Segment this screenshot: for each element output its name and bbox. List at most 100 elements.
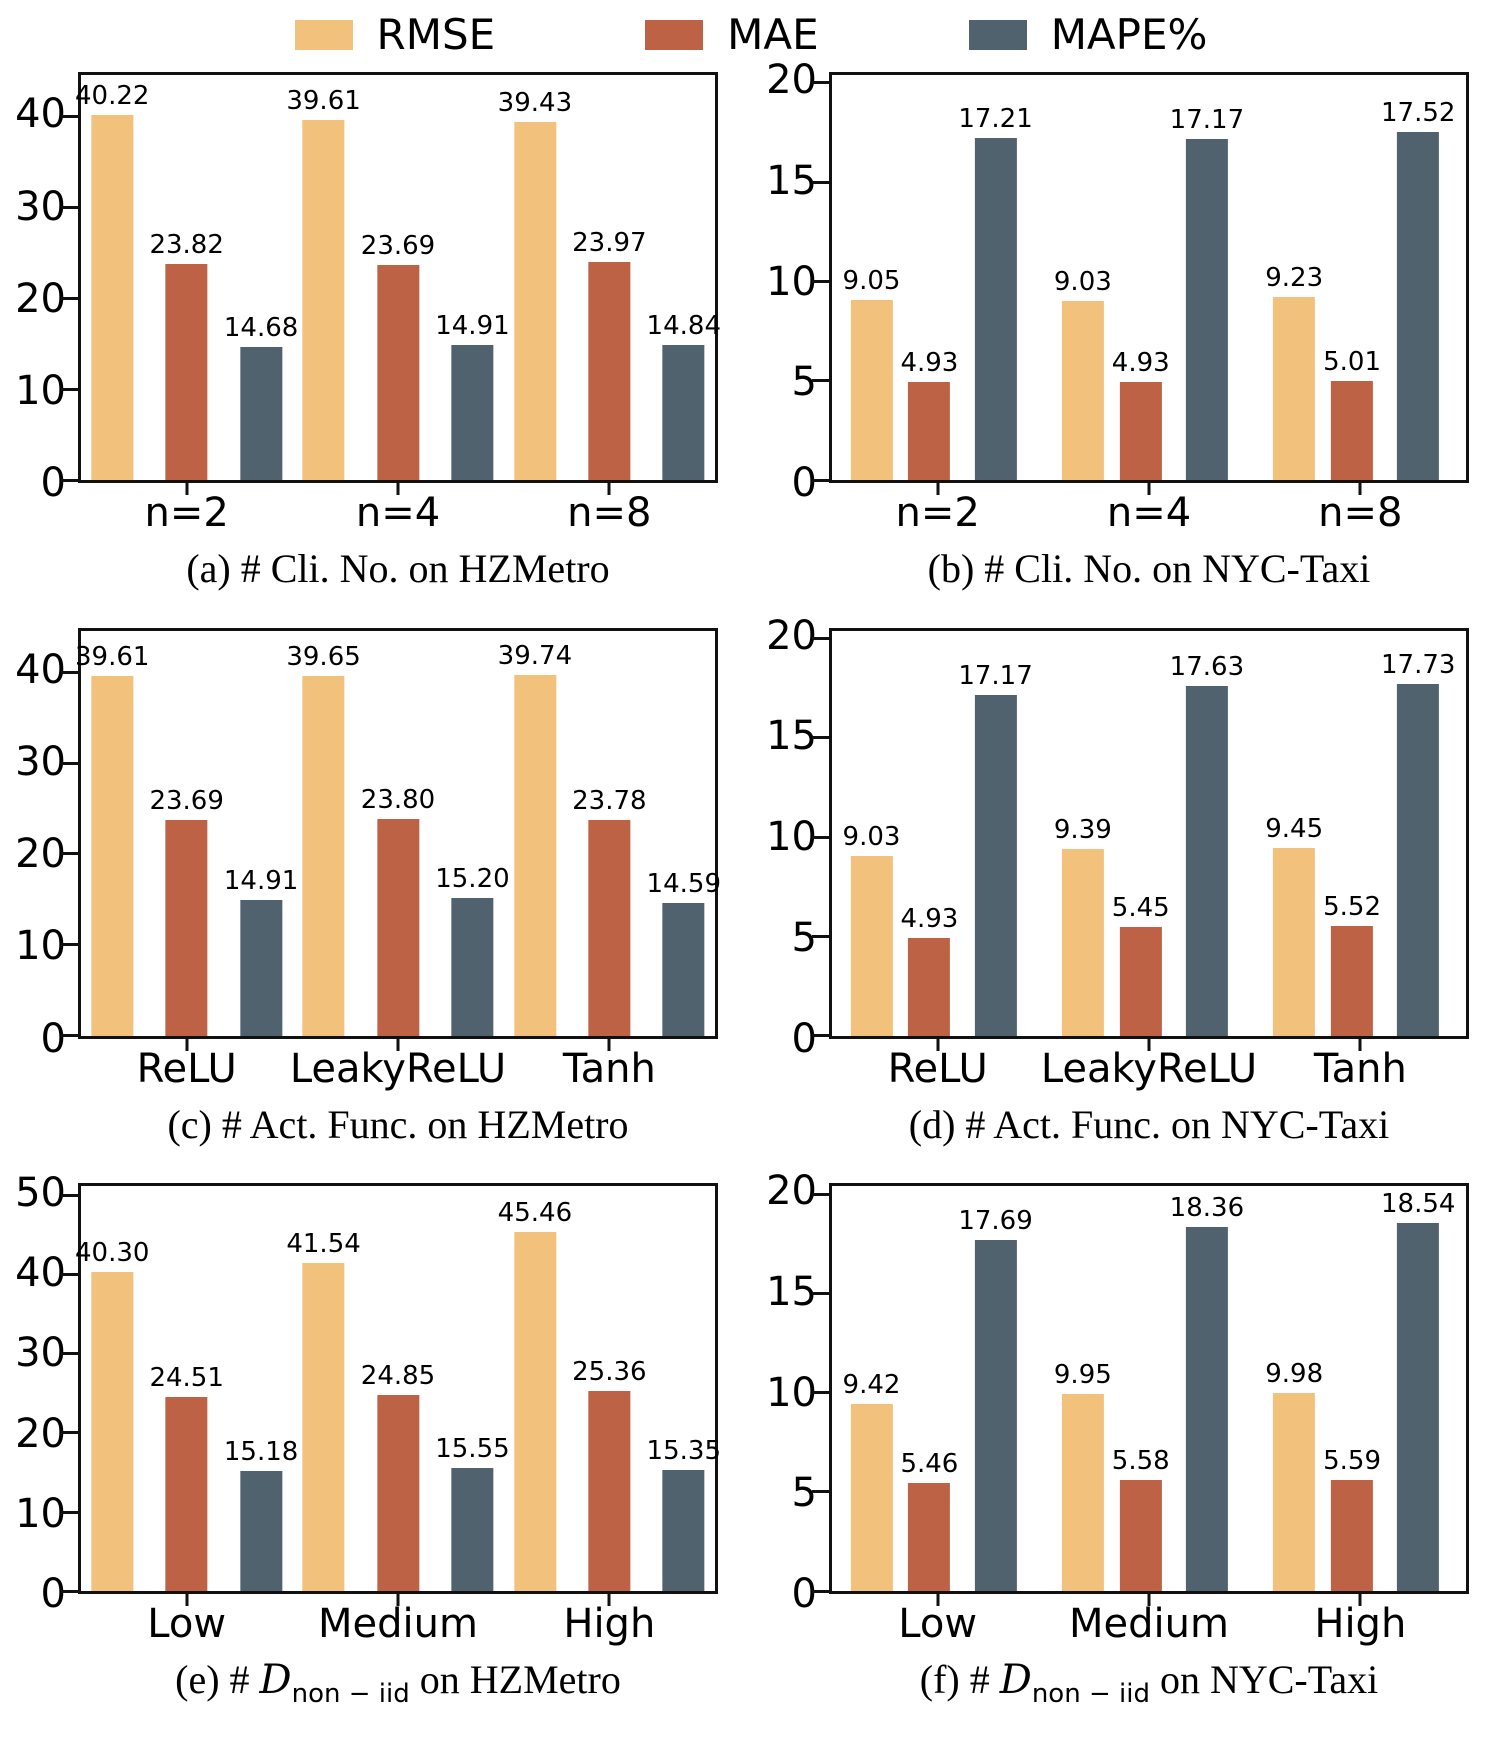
bar-mae [165,263,208,480]
x-tick-mark [936,483,940,495]
y-tick-label: 20 [766,1168,817,1215]
mae-swatch-icon [645,20,704,50]
y-tick-label: 15 [766,1268,817,1315]
caption-text: (a) # Cli. No. on HZMetro [186,546,610,591]
bar-unit: 5.46 [900,1186,958,1592]
x-tick-mark [1358,1038,1362,1051]
bar-value-label: 24.51 [149,1363,224,1394]
bar-unit: 17.69 [958,1186,1033,1592]
x-category-label: ReLU [887,1045,988,1092]
bar-mae [377,819,419,1036]
x-category-label: ReLU [136,1045,237,1092]
bar-mape [240,1471,283,1592]
bar-unit: 39.61 [75,631,149,1036]
bar-mape [451,344,494,480]
bar-mae [588,819,631,1036]
bar-mae [908,937,951,1036]
y-axis: 0 10 20 30 40 50 [0,1173,78,1614]
caption-subscript: non − iid [1031,1679,1150,1710]
bar-group: 39.61 23.69 14.91 [286,75,510,480]
x-tick-mark [607,483,611,495]
x-category-label: Tanh [1313,1045,1407,1092]
bar-group: 9.39 5.45 17.63 [1054,631,1244,1036]
y-tick-mark [812,736,829,740]
bar-unit: 4.93 [900,631,958,1036]
bar-value-label: 4.93 [900,903,959,934]
y-axis: 0 5 10 15 20 [751,616,829,1059]
y-tick-mark [812,934,829,938]
y-tick-label: 20 [766,57,817,104]
bar-value-label: 23.80 [360,785,436,816]
y-tick-label: 10 [15,923,66,970]
bar-unit: 24.51 [149,1186,224,1592]
bar-mape [1397,1223,1440,1592]
bar-value-label: 17.73 [1381,649,1456,680]
caption-text-post: on HZMetro [409,1657,621,1703]
y-tick-mark [61,852,78,856]
x-axis: Low Medium High [832,1594,1466,1650]
y-tick-label: 40 [15,91,66,138]
y-tick-label: 0 [791,1571,817,1618]
plot-wrap: 0 5 10 15 20 9.05 4.93 17.21 9.03 4.93 17.17 9.23 5… [751,60,1502,503]
bar-mape [974,1240,1017,1592]
bar-value-label: 9.42 [842,1370,901,1401]
bar-unit: 23.82 [149,75,224,480]
legend-label-rmse: RMSE [376,10,496,59]
bar-unit: 41.54 [286,1186,361,1592]
y-tick-mark [61,1034,78,1038]
bar-mae [1331,380,1374,480]
bar-unit: 17.17 [1170,75,1244,480]
bar-mape [451,1468,494,1592]
y-tick-mark [61,761,78,765]
bar-group: 39.61 23.69 14.91 [75,631,298,1036]
y-tick-mark [812,637,829,641]
bar-mae [908,382,951,480]
bar-value-label: 23.78 [572,785,647,816]
bar-value-label: 9.98 [1265,1359,1324,1390]
bar-group: 39.65 23.80 15.20 [286,631,510,1036]
bar-unit: 9.23 [1265,75,1323,480]
bar-unit: 45.46 [497,1186,573,1592]
bar-value-label: 40.30 [75,1238,150,1269]
bar-value-label: 15.18 [223,1437,299,1468]
bar-unit: 39.74 [498,631,572,1036]
bar-value-label: 17.17 [1169,105,1245,136]
bar-mae [1119,382,1162,480]
bar-unit: 14.91 [435,75,510,480]
x-tick-mark [396,483,400,495]
bar-value-label: 9.23 [1265,262,1324,293]
plot-wrap: 0 10 20 30 40 39.61 23.69 14.91 39.65 23.80 15.20… [0,627,751,1059]
bar-group: 40.30 24.51 15.18 [75,1186,299,1592]
x-category-label: High [1314,1601,1407,1648]
bar-unit: 23.69 [149,631,224,1036]
x-category-label: LeakyReLU [289,1045,507,1092]
bar-value-label: 41.54 [286,1228,361,1259]
y-tick-label: 0 [791,1015,817,1062]
x-tick-mark [1147,1594,1151,1607]
x-category-label: Low [898,1601,978,1648]
bar-rmse [1273,1393,1316,1592]
y-tick-label: 40 [15,1250,66,1297]
bar-unit: 39.65 [286,631,361,1036]
x-tick-mark [1358,1594,1362,1607]
bar-value-label: 45.46 [497,1197,573,1228]
bar-mae [165,1397,208,1592]
x-tick-mark [396,1038,400,1051]
bar-rmse [302,120,345,480]
caption-math-symbol: D [999,1657,1032,1704]
bar-unit: 9.03 [1054,75,1112,480]
caption-text: (e) # [175,1657,260,1703]
x-axis: Low Medium High [81,1594,715,1650]
bar-group: 9.03 4.93 17.17 [1054,75,1244,480]
bar-rmse [850,856,893,1036]
x-category-label: n=8 [1318,490,1403,536]
bar-value-label: 14.91 [223,866,299,897]
bar-rmse [1273,296,1316,480]
bar-value-label: 18.54 [1381,1189,1456,1220]
bar-group: 9.95 5.58 18.36 [1054,1186,1244,1592]
bar-mape [1185,139,1228,480]
bar-rmse [1273,847,1316,1036]
chart-caption: (d) # Act. Func. on NYC-Taxi [832,1102,1466,1154]
chart-c-act-func-hzmetro: 0 10 20 30 40 39.61 23.69 14.91 39.65 23.80 15.20… [0,627,751,1154]
